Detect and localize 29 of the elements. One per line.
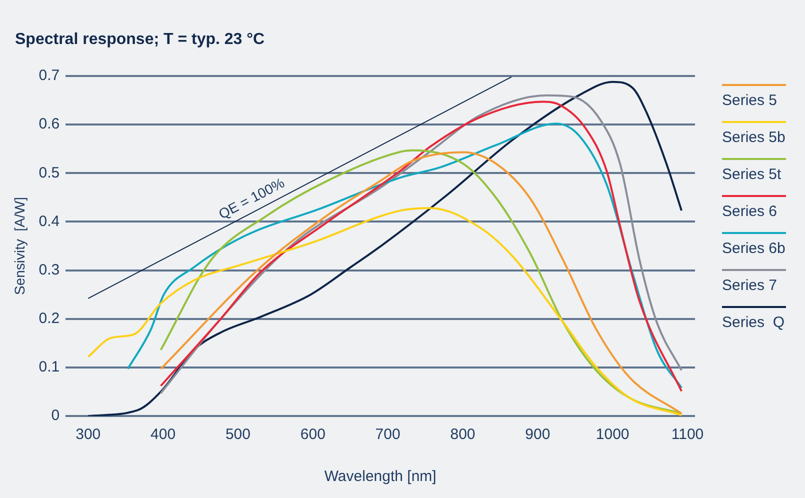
chart-title: Spectral response; T = typ. 23 °C: [15, 31, 265, 49]
x-tick-label: 1000: [596, 426, 630, 444]
legend-label: Series 5b: [722, 129, 786, 146]
x-tick-label: 1100: [671, 426, 704, 444]
y-tick-label: 0.7: [38, 67, 60, 84]
legend-label: Series 5t: [722, 166, 782, 183]
y-tick-label: 0.4: [38, 212, 60, 230]
x-axis-title: Wavelength [nm]: [324, 468, 436, 486]
x-tick-label: 400: [150, 426, 176, 444]
legend-label: Series 7: [722, 277, 778, 294]
y-tick-label: 0.1: [38, 358, 60, 376]
y-tick-label: 0.5: [38, 164, 60, 182]
annotation: QE = 100%: [216, 174, 287, 222]
line-series: [87, 80, 683, 416]
legend-label: Series Q: [722, 314, 786, 331]
x-tick-label: 700: [375, 426, 400, 444]
x-tick-label: 600: [300, 426, 326, 444]
x-tick-label: 900: [525, 426, 550, 444]
x-tick-label: 500: [225, 426, 250, 444]
legend-label: Series 6b: [722, 240, 786, 257]
y-tick-label: 0.2: [38, 310, 60, 327]
y-tick-label: 0.6: [38, 116, 60, 133]
y-axis-title: Sensivity [A/W]: [11, 196, 28, 296]
legend-label: Series 6: [722, 203, 778, 220]
y-tick-label: 0: [51, 407, 60, 424]
x-tick-label: 300: [76, 426, 101, 444]
x-tick-label: 800: [450, 426, 476, 444]
legend-label: Series 5: [722, 92, 778, 109]
y-tick-label: 0.3: [38, 261, 60, 278]
